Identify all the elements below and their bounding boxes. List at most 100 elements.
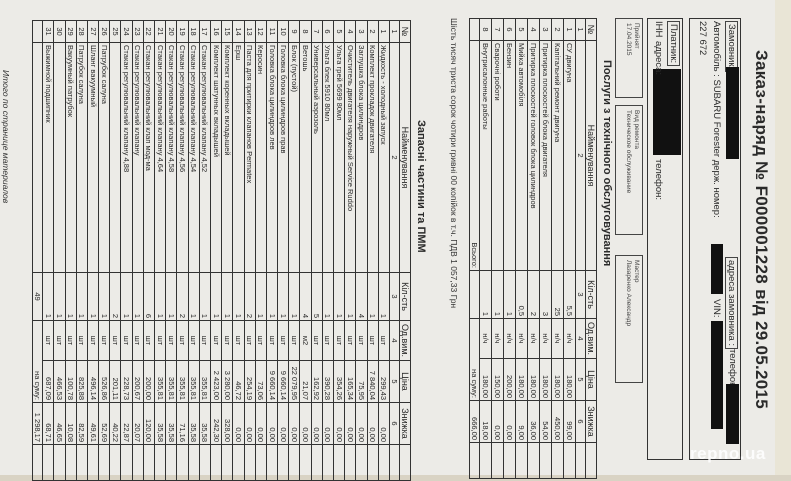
cell-unit: н/ч xyxy=(563,318,576,359)
cell-discount: 20,07 xyxy=(132,402,144,445)
cell-unit: н/ч xyxy=(515,318,528,359)
cell-price: 180,00 xyxy=(527,358,540,401)
column-header-qty: Кіл-сть xyxy=(399,272,411,321)
cell-qty: 1 xyxy=(367,272,379,321)
cell-qty: 1 xyxy=(221,272,233,321)
cell-qty: 3 xyxy=(539,270,552,319)
cell-price: 75,95 xyxy=(355,360,368,403)
column-number: 3 xyxy=(575,270,586,319)
cell-discount: 0,00 xyxy=(503,400,516,443)
cell-number: 21 xyxy=(154,20,166,43)
cell-name: Патрубок салуна xyxy=(98,42,110,273)
cell-name: Патрубок салуна xyxy=(76,42,88,273)
accepted-box: Прийнят 17.04.2015 xyxy=(615,18,643,98)
cell-name: Стакан регулювальний клапану 4,88 xyxy=(121,42,133,273)
table-row: 31 Выжимной подшипник 1 шт 687,09 68,71 xyxy=(42,20,54,481)
cell-price: 180,00 xyxy=(563,358,576,401)
cell-qty: 1 xyxy=(165,272,177,321)
cell-sum xyxy=(199,444,211,481)
table-row: 1 Жидкость - холодный запуск 1 шт 299,43 0,00 xyxy=(378,20,390,481)
customer-address-label: адреса замовника : xyxy=(725,257,738,350)
cell-unit: шт xyxy=(143,320,155,361)
cell-number: 8 xyxy=(300,20,312,43)
cell-name: Внутрисалонные работы xyxy=(479,40,492,271)
table-row: 30 1 шт 466,53 46,65 xyxy=(53,20,66,481)
cell-number: 24 xyxy=(121,20,133,43)
cell-number: 19 xyxy=(176,20,189,43)
table-row: 16 Комплект шатунных вкладышей 1 шт 2 423,00… xyxy=(210,20,222,481)
cell-unit: шт xyxy=(87,320,99,361)
column-number xyxy=(389,444,400,481)
cell-sum xyxy=(563,442,576,479)
cell-name: Заглушка блока цилиндров xyxy=(355,42,368,273)
cell-unit: н/ч xyxy=(539,318,552,359)
cell-discount: 36,00 xyxy=(527,400,540,443)
sum-label: на суму: xyxy=(32,320,43,403)
column-number: 1 xyxy=(575,18,586,41)
cell-qty: 1 xyxy=(121,272,133,321)
cell-sum xyxy=(539,442,552,479)
cell-unit: шт xyxy=(132,320,144,361)
cell-unit: шт xyxy=(188,320,200,361)
table-row: 20 Стакан регулювальний клапану 4,58 1 шт 35… xyxy=(165,20,177,481)
column-number: 2 xyxy=(389,42,400,273)
cell-sum xyxy=(333,444,345,481)
repair-type-value: Техническое обслуживание xyxy=(625,110,632,194)
table-row: 4 Очиститель двигателя наружный Service R… xyxy=(344,20,356,481)
cell-number: 6 xyxy=(322,20,334,43)
cell-discount: 0,00 xyxy=(322,402,334,445)
cell-name: Комплект прокладок двигателя xyxy=(367,42,379,273)
parts-title: Запасні частини та ПММ xyxy=(415,120,427,253)
cell-unit: шт xyxy=(221,320,233,361)
total-row: Всього: на суму: 666,00 xyxy=(469,18,480,479)
cell-sum xyxy=(176,444,189,481)
cell-number: 2 xyxy=(367,20,379,43)
table-row: 21 Стакан регулювальний клапану 4,64 1 шт 35… xyxy=(154,20,166,481)
cell-qty: 1 xyxy=(87,272,99,321)
cell-unit: шт xyxy=(98,320,110,361)
cell-number: 20 xyxy=(165,20,177,43)
table-row: 11 Головка блока цилиндров лев 1 шт 9 660,14… xyxy=(266,20,278,481)
cell-discount: 35,58 xyxy=(188,402,200,445)
cell-sum xyxy=(378,444,390,481)
cell-unit: н/ч xyxy=(551,318,564,359)
cell-unit: шт xyxy=(65,320,77,361)
cell-qty: 1 xyxy=(210,272,222,321)
cell-name: Притирка плоскостей головок блока цилинд… xyxy=(527,40,540,271)
cell-sum xyxy=(344,444,356,481)
cell-price: 354,26 xyxy=(333,360,345,403)
total-label: Всього: xyxy=(469,40,480,271)
cell-discount: 0,00 xyxy=(244,402,256,445)
cell-sum xyxy=(551,442,564,479)
cell-sum xyxy=(491,442,504,479)
cell-discount: 120,00 xyxy=(143,402,155,445)
cell-number: 6 xyxy=(503,18,516,41)
cell-sum xyxy=(367,444,379,481)
cell-qty: 1 xyxy=(76,272,88,321)
cell-discount: 54,00 xyxy=(539,400,552,443)
cell-price: 22 079,95 xyxy=(288,360,300,403)
cell-sum xyxy=(65,444,77,481)
cell-sum xyxy=(210,444,222,481)
cell-qty: 1 xyxy=(344,272,356,321)
cell-price: 390,28 xyxy=(322,360,334,403)
cell-number: 13 xyxy=(244,20,256,43)
inn-label: IHH xyxy=(653,21,664,38)
cell-discount: 450,00 xyxy=(551,400,564,443)
cell-number: 30 xyxy=(53,20,66,43)
cell-price: 355,81 xyxy=(199,360,211,403)
cell-price: 150,00 xyxy=(491,358,504,401)
cell-price: 526,86 xyxy=(98,360,110,403)
cell-price: 73,06 xyxy=(255,360,267,403)
cell-discount: 0,00 xyxy=(367,402,379,445)
table-row: 8 Внутрисалонные работы 1 н/ч 180,00 18,00 xyxy=(479,18,492,479)
cell-unit: шт xyxy=(322,320,334,361)
cell-number: 3 xyxy=(539,18,552,41)
cell-name: Ерш xyxy=(232,42,245,273)
cell-number: 16 xyxy=(210,20,222,43)
cell-price: 200,00 xyxy=(143,360,155,403)
repair-type-box: Вид ремонта Техническое обслуживание xyxy=(615,105,643,235)
cell-price: 100,78 xyxy=(65,360,77,403)
